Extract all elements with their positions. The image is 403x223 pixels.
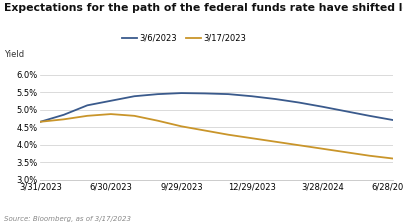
3/6/2023 — [132, 95, 137, 98]
3/6/2023 — [179, 92, 184, 94]
Line: 3/6/2023: 3/6/2023 — [40, 93, 393, 122]
3/17/2023 — [367, 154, 372, 157]
3/6/2023 — [85, 104, 90, 107]
3/17/2023 — [132, 114, 137, 117]
3/17/2023 — [391, 157, 395, 160]
3/6/2023 — [391, 119, 395, 121]
3/17/2023 — [249, 137, 254, 140]
3/17/2023 — [38, 120, 43, 123]
3/17/2023 — [226, 133, 231, 136]
3/6/2023 — [297, 101, 301, 104]
Legend: 3/6/2023, 3/17/2023: 3/6/2023, 3/17/2023 — [122, 33, 246, 43]
3/6/2023 — [367, 114, 372, 117]
3/6/2023 — [38, 120, 43, 123]
3/17/2023 — [320, 147, 325, 150]
3/17/2023 — [156, 119, 160, 122]
3/6/2023 — [273, 98, 278, 100]
3/6/2023 — [61, 114, 66, 116]
3/6/2023 — [343, 110, 348, 113]
3/6/2023 — [226, 93, 231, 95]
3/6/2023 — [156, 93, 160, 95]
3/17/2023 — [202, 129, 207, 132]
3/17/2023 — [179, 125, 184, 128]
Text: Yield: Yield — [4, 50, 24, 59]
3/6/2023 — [249, 95, 254, 98]
3/17/2023 — [273, 140, 278, 143]
3/17/2023 — [108, 113, 113, 116]
3/17/2023 — [61, 118, 66, 121]
Text: Expectations for the path of the federal funds rate have shifted lower: Expectations for the path of the federal… — [4, 3, 403, 13]
3/6/2023 — [320, 105, 325, 108]
3/17/2023 — [343, 151, 348, 154]
3/6/2023 — [108, 99, 113, 102]
Line: 3/17/2023: 3/17/2023 — [40, 114, 393, 159]
3/17/2023 — [297, 144, 301, 147]
3/6/2023 — [202, 92, 207, 95]
Text: Source: Bloomberg, as of 3/17/2023: Source: Bloomberg, as of 3/17/2023 — [4, 216, 131, 222]
3/17/2023 — [85, 114, 90, 117]
